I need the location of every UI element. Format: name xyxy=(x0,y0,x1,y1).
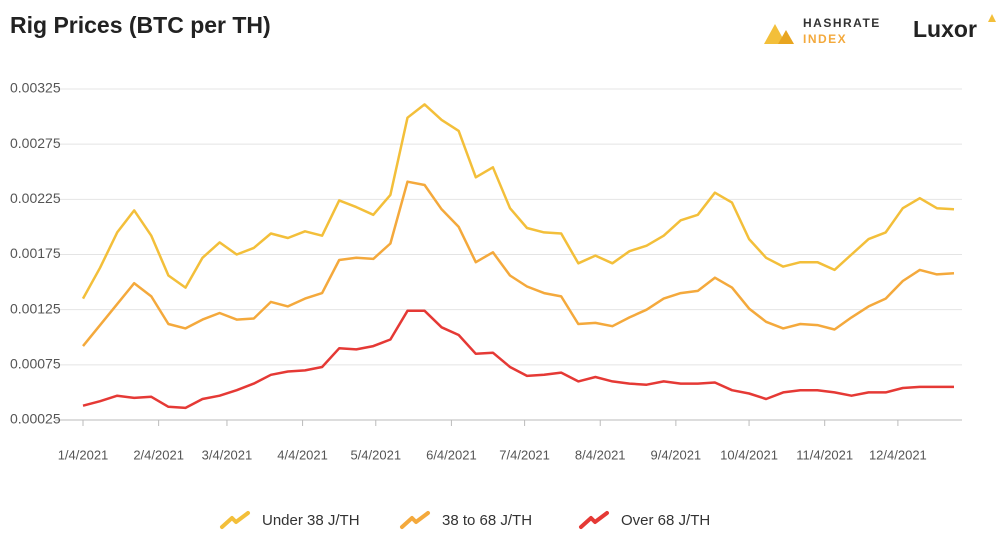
legend-label: 38 to 68 J/TH xyxy=(442,512,532,529)
x-tick-label: 3/4/2021 xyxy=(202,447,253,462)
y-tick-label: 0.00075 xyxy=(10,356,61,372)
legend-swatch xyxy=(220,511,250,529)
series-line xyxy=(81,103,955,300)
logo-icon xyxy=(764,24,786,44)
x-tick-label: 4/4/2021 xyxy=(277,447,328,462)
legend-label: Under 38 J/TH xyxy=(262,512,360,529)
legend-item: Over 68 J/TH xyxy=(579,511,710,529)
x-tick-label: 5/4/2021 xyxy=(350,447,401,462)
chart-title: Rig Prices (BTC per TH) xyxy=(10,12,271,38)
y-tick-label: 0.00175 xyxy=(10,245,61,261)
hashrate-logo: HASHRATE INDEX xyxy=(764,16,881,46)
series-line xyxy=(82,180,955,347)
logo-text: INDEX xyxy=(803,32,847,46)
legend-label: Over 68 J/TH xyxy=(621,512,710,529)
x-tick-label: 12/4/2021 xyxy=(869,447,927,462)
x-tick-label: 10/4/2021 xyxy=(720,447,778,462)
logo-icon xyxy=(988,14,996,22)
series-line xyxy=(82,309,954,410)
x-tick-label: 11/4/2021 xyxy=(796,447,853,462)
x-tick-label: 7/4/2021 xyxy=(499,447,550,462)
legend-swatch xyxy=(400,511,430,529)
x-tick-label: 8/4/2021 xyxy=(575,447,626,462)
logo-text: HASHRATE xyxy=(803,16,881,30)
x-tick-label: 1/4/2021 xyxy=(58,447,109,462)
y-tick-label: 0.00325 xyxy=(10,80,61,96)
logo-icon xyxy=(778,30,794,44)
legend-swatch xyxy=(579,511,609,529)
x-tick-label: 9/4/2021 xyxy=(651,447,702,462)
luxor-logo: Luxor xyxy=(913,14,996,42)
y-tick-label: 0.00025 xyxy=(10,411,61,427)
y-tick-label: 0.00275 xyxy=(10,135,61,151)
y-tick-label: 0.00125 xyxy=(10,300,61,316)
x-tick-label: 2/4/2021 xyxy=(133,447,184,462)
legend-item: 38 to 68 J/TH xyxy=(400,511,532,529)
legend-item: Under 38 J/TH xyxy=(220,511,360,529)
x-tick-label: 6/4/2021 xyxy=(426,447,477,462)
y-tick-label: 0.00225 xyxy=(10,190,61,206)
logo-text: Luxor xyxy=(913,16,977,42)
